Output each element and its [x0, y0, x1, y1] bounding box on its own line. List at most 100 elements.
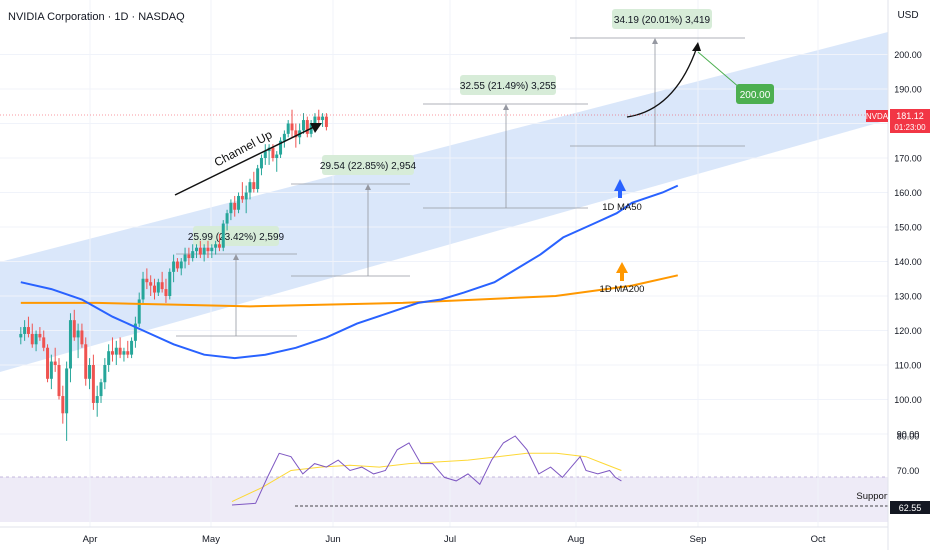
candle-body — [240, 195, 244, 200]
candle — [72, 309, 76, 341]
price-tick: 130.00 — [894, 292, 922, 302]
price-tick: 190.00 — [894, 85, 922, 95]
candle — [38, 327, 42, 341]
candle-body — [80, 330, 84, 345]
candle — [324, 113, 328, 131]
price-tick: 170.00 — [894, 154, 922, 164]
candle-body — [160, 282, 164, 290]
projection-arrow-head — [692, 42, 701, 51]
candle-body — [187, 254, 191, 259]
measure-label: 34.19 (20.01%) 3,419 — [614, 15, 711, 26]
candle — [290, 109, 294, 138]
price-tick: 110.00 — [895, 361, 922, 371]
candle-body — [91, 365, 95, 403]
candle — [248, 178, 252, 200]
candle-body — [286, 123, 290, 134]
rsi-tick: 80.00 — [897, 432, 920, 442]
candle-body — [42, 337, 46, 348]
candle-body — [126, 351, 130, 355]
candle — [76, 323, 80, 359]
candle — [53, 347, 57, 372]
candle — [240, 182, 244, 203]
candle — [149, 275, 153, 296]
price-axis[interactable] — [888, 0, 932, 550]
candle-body — [72, 320, 76, 338]
candle — [42, 330, 46, 352]
candle — [133, 316, 137, 348]
rsi-line — [231, 435, 622, 506]
candle — [19, 327, 23, 345]
candle-body — [202, 247, 206, 255]
candle-body — [263, 151, 267, 158]
candle — [164, 278, 168, 303]
price-tick: 140.00 — [894, 257, 922, 267]
candle — [179, 258, 183, 276]
candle — [84, 337, 88, 386]
measure-arrow — [365, 184, 371, 190]
measure-label: 25.99 (23.42%) 2,599 — [188, 232, 285, 243]
candle — [175, 258, 179, 272]
candle-body — [324, 116, 328, 127]
ticker-label: NVDA — [866, 112, 889, 121]
month-tick: Aug — [568, 534, 585, 545]
candle-body — [19, 333, 23, 338]
ma50-label: 1D MA50 — [602, 202, 642, 213]
candle-body — [210, 247, 214, 252]
ma200-arrow — [616, 262, 628, 281]
measure-label-box — [193, 226, 279, 246]
candle-body — [321, 116, 325, 121]
measure-arrow — [652, 38, 658, 44]
channel-arrow — [174, 124, 319, 196]
candle — [275, 151, 279, 172]
candle — [214, 240, 218, 255]
candle-body — [217, 244, 221, 248]
candle-body — [53, 361, 57, 365]
candle-body — [301, 120, 305, 131]
rsi-tick: 70.00 — [897, 466, 920, 476]
candle-body — [153, 285, 156, 293]
candle-body — [233, 202, 237, 210]
candle — [80, 323, 84, 348]
candle — [259, 154, 263, 176]
candle-body — [130, 340, 134, 355]
candle-body — [252, 182, 256, 190]
candle-body — [38, 333, 42, 338]
candle-body — [133, 323, 137, 341]
candle-body — [214, 244, 218, 248]
candle-body — [191, 251, 195, 259]
price-tick: 160.00 — [894, 188, 922, 198]
candle-body — [34, 333, 38, 345]
ma50-arrow — [614, 179, 626, 198]
candle — [153, 278, 156, 300]
ma50-line — [20, 184, 679, 360]
candle — [141, 271, 145, 303]
candle-body — [259, 158, 263, 169]
month-tick: Apr — [83, 534, 98, 545]
candle-body — [237, 195, 241, 210]
candle-body — [317, 116, 321, 121]
measure-label-box — [612, 9, 712, 29]
candle-body — [156, 282, 160, 293]
measurement: 32.55 (21.49%) 3,255 — [423, 75, 588, 209]
candle — [110, 337, 114, 362]
candle-body — [141, 278, 145, 300]
candle-body — [229, 202, 233, 214]
price-tick: 150.00 — [894, 223, 922, 233]
candle-body — [46, 347, 50, 379]
candle-body — [313, 116, 317, 124]
candle — [107, 344, 111, 372]
candle-body — [198, 247, 202, 255]
candle — [137, 292, 141, 328]
candle-body — [145, 278, 149, 283]
candle — [91, 354, 95, 410]
candle-body — [118, 347, 122, 355]
candle-body — [103, 365, 107, 383]
candle — [237, 192, 241, 214]
candle — [217, 233, 221, 252]
candle — [187, 247, 191, 265]
measurement: 34.19 (20.01%) 3,419 — [570, 9, 745, 147]
channel-arrow-head — [310, 123, 322, 133]
candle-body — [137, 299, 141, 324]
